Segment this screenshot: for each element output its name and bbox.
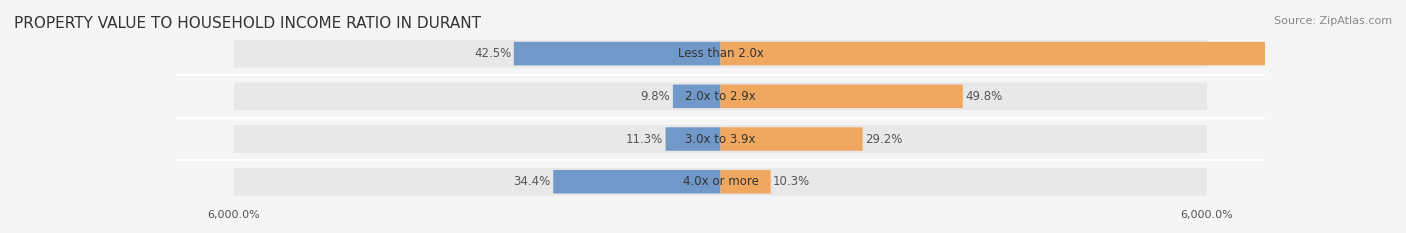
FancyBboxPatch shape (721, 127, 863, 151)
FancyBboxPatch shape (721, 42, 1406, 65)
Text: 3.0x to 3.9x: 3.0x to 3.9x (685, 133, 756, 146)
FancyBboxPatch shape (665, 127, 721, 151)
Text: 4.0x or more: 4.0x or more (683, 175, 758, 188)
Text: 11.3%: 11.3% (626, 133, 664, 146)
Text: 42.5%: 42.5% (474, 47, 512, 60)
FancyBboxPatch shape (721, 85, 963, 108)
FancyBboxPatch shape (235, 125, 1206, 153)
FancyBboxPatch shape (553, 170, 721, 193)
FancyBboxPatch shape (235, 168, 1206, 196)
Text: 34.4%: 34.4% (513, 175, 551, 188)
FancyBboxPatch shape (673, 85, 721, 108)
FancyBboxPatch shape (235, 82, 1206, 110)
Text: 49.8%: 49.8% (966, 90, 1002, 103)
Text: 10.3%: 10.3% (773, 175, 810, 188)
Text: 9.8%: 9.8% (641, 90, 671, 103)
FancyBboxPatch shape (721, 170, 770, 193)
Text: 2.0x to 2.9x: 2.0x to 2.9x (685, 90, 756, 103)
Text: 29.2%: 29.2% (865, 133, 903, 146)
FancyBboxPatch shape (235, 40, 1206, 68)
FancyBboxPatch shape (513, 42, 721, 65)
Text: Source: ZipAtlas.com: Source: ZipAtlas.com (1274, 16, 1392, 26)
Text: Less than 2.0x: Less than 2.0x (678, 47, 763, 60)
Text: PROPERTY VALUE TO HOUSEHOLD INCOME RATIO IN DURANT: PROPERTY VALUE TO HOUSEHOLD INCOME RATIO… (14, 16, 481, 31)
